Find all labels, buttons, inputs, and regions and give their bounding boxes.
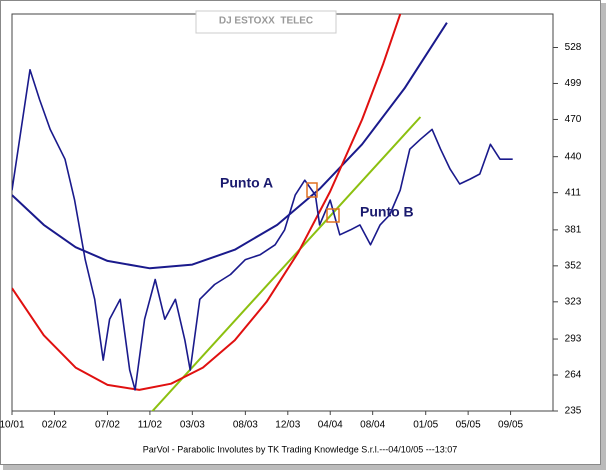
plot — [12, 14, 513, 411]
y-tick-label: 499 — [565, 78, 582, 89]
chart-title: DJ ESTOXX TELEC — [219, 16, 313, 27]
annotation: Punto A — [220, 175, 273, 191]
y-tick-label: 411 — [565, 187, 581, 198]
series-line — [12, 14, 402, 391]
annotation: Punto B — [360, 204, 414, 220]
x-tick-label: 11/02 — [138, 420, 163, 431]
y-tick-label: 528 — [565, 42, 582, 53]
x-tick-label: 02/02 — [42, 420, 67, 431]
x-tick-label: 04/04 — [318, 420, 343, 431]
y-tick-label: 323 — [565, 296, 582, 307]
x-tick-label: 12/03 — [275, 420, 300, 431]
x-tick-label: 08/04 — [360, 420, 385, 431]
frame-shadow — [3, 465, 604, 470]
y-tick-label: 470 — [565, 114, 582, 125]
title-box — [195, 10, 337, 34]
x-tick-label: 07/02 — [95, 420, 120, 431]
x-tick-label: 08/03 — [233, 420, 258, 431]
frame-shadow — [601, 3, 606, 470]
series-line — [12, 22, 448, 270]
y-tick-label: 235 — [565, 406, 582, 417]
x-tick-label: 05/05 — [456, 420, 481, 431]
y-tick-label: 293 — [565, 334, 582, 345]
y-tick-label: 352 — [565, 260, 582, 271]
marker-box — [306, 182, 318, 198]
x-tick-label: 10/01 — [0, 420, 25, 431]
x-tick-label: 03/03 — [180, 420, 205, 431]
x-tick-label: 09/05 — [498, 420, 523, 431]
series-line — [12, 69, 513, 391]
plot-area — [11, 13, 554, 412]
y-tick-label: 440 — [565, 151, 582, 162]
footer: ParVol - Parabolic Involutes by TK Tradi… — [143, 444, 458, 454]
y-tick-label: 264 — [565, 370, 582, 381]
x-tick-label: 01/05 — [413, 420, 438, 431]
y-tick-label: 381 — [565, 225, 582, 236]
marker-box — [326, 208, 340, 223]
